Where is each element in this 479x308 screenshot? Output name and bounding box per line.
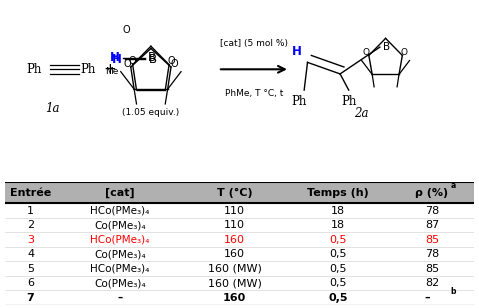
Text: 0,5: 0,5 <box>330 249 347 259</box>
Text: 0,5: 0,5 <box>330 264 347 274</box>
Text: H: H <box>292 45 302 58</box>
Text: ρ (%): ρ (%) <box>415 188 448 197</box>
Text: Ph: Ph <box>341 95 356 108</box>
Text: 0,5: 0,5 <box>330 278 347 288</box>
Text: 87: 87 <box>425 220 439 230</box>
Text: O: O <box>170 59 178 69</box>
Text: 78: 78 <box>425 205 439 216</box>
Text: 3: 3 <box>27 235 34 245</box>
Text: Co(PMe₃)₄: Co(PMe₃)₄ <box>94 249 146 259</box>
Text: Temps (h): Temps (h) <box>307 188 369 197</box>
Text: PhMe, T °C, t: PhMe, T °C, t <box>225 89 283 98</box>
Text: 160: 160 <box>224 249 245 259</box>
Text: 160 (MW): 160 (MW) <box>208 278 262 288</box>
Text: 160: 160 <box>224 235 245 245</box>
Text: 160: 160 <box>223 293 246 303</box>
Text: [cat]: [cat] <box>105 187 135 198</box>
Text: T (°C): T (°C) <box>217 188 252 197</box>
Text: O: O <box>129 56 137 67</box>
Text: H: H <box>112 53 121 66</box>
Text: 1: 1 <box>27 205 34 216</box>
Text: B: B <box>149 53 157 66</box>
Text: 5: 5 <box>27 264 34 274</box>
Text: HCo(PMe₃)₄: HCo(PMe₃)₄ <box>90 235 149 245</box>
Text: B: B <box>148 51 156 64</box>
Text: Entrée: Entrée <box>10 188 51 197</box>
Text: Ph: Ph <box>80 63 96 76</box>
Text: 0,5: 0,5 <box>330 235 347 245</box>
Text: O: O <box>167 56 175 67</box>
Text: 6: 6 <box>27 278 34 288</box>
Text: 2: 2 <box>27 220 34 230</box>
Text: +: + <box>104 62 116 77</box>
Text: 1a: 1a <box>46 102 60 115</box>
Text: b: b <box>450 287 456 296</box>
Text: 7: 7 <box>27 293 34 303</box>
Text: –: – <box>424 293 430 303</box>
Text: 110: 110 <box>224 220 245 230</box>
Text: O: O <box>122 25 130 35</box>
Text: B: B <box>383 42 389 52</box>
Text: 0,5: 0,5 <box>328 293 348 303</box>
Text: [cat] (5 mol %): [cat] (5 mol %) <box>220 39 288 48</box>
Text: a: a <box>450 180 456 190</box>
Bar <box>5 182 474 203</box>
Text: Co(PMe₃)₄: Co(PMe₃)₄ <box>94 278 146 288</box>
Text: 160 (MW): 160 (MW) <box>208 264 262 274</box>
Text: 85: 85 <box>425 264 439 274</box>
Text: H: H <box>110 51 120 64</box>
Text: O: O <box>123 59 131 69</box>
Text: Me: Me <box>105 67 118 76</box>
Text: O: O <box>363 48 370 57</box>
Text: 4: 4 <box>27 249 34 259</box>
Text: Co(PMe₃)₄: Co(PMe₃)₄ <box>94 220 146 230</box>
Text: O: O <box>400 48 407 57</box>
Text: (1.05 equiv.): (1.05 equiv.) <box>122 108 180 117</box>
Text: HCo(PMe₃)₄: HCo(PMe₃)₄ <box>90 264 149 274</box>
Text: 18: 18 <box>331 220 345 230</box>
Text: 82: 82 <box>425 278 439 288</box>
Text: 78: 78 <box>425 249 439 259</box>
Text: Ph: Ph <box>26 63 42 76</box>
Text: 85: 85 <box>425 235 439 245</box>
Text: 110: 110 <box>224 205 245 216</box>
Text: HCo(PMe₃)₄: HCo(PMe₃)₄ <box>90 205 149 216</box>
Text: 2a: 2a <box>354 107 369 120</box>
Text: 18: 18 <box>331 205 345 216</box>
Text: –: – <box>117 293 122 303</box>
Text: Ph: Ph <box>292 95 307 108</box>
